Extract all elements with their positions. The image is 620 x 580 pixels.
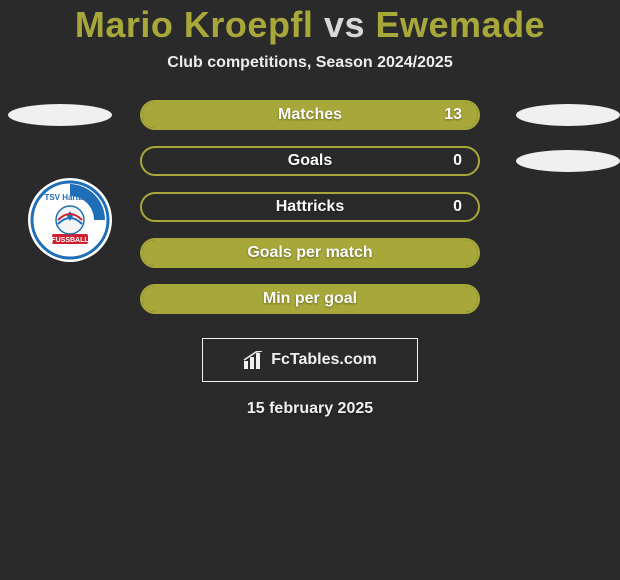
stat-label: Min per goal bbox=[140, 284, 480, 314]
stat-row: Min per goal bbox=[0, 284, 620, 330]
svg-text:FUSSBALL: FUSSBALL bbox=[51, 237, 89, 244]
subtitle: Club competitions, Season 2024/2025 bbox=[0, 54, 620, 72]
stat-value-right: 13 bbox=[140, 100, 480, 130]
page-title: Mario Kroepfl vs Ewemade bbox=[0, 4, 620, 46]
title-vs: vs bbox=[324, 4, 365, 45]
club-badge-icon: TSV Hartberg FUSSBALL bbox=[28, 178, 112, 262]
date-line: 15 february 2025 bbox=[0, 400, 620, 418]
club-badge: TSV Hartberg FUSSBALL bbox=[28, 178, 112, 262]
title-player1: Mario Kroepfl bbox=[75, 4, 314, 45]
bars-icon bbox=[243, 351, 265, 369]
player2-marker bbox=[516, 104, 620, 126]
title-player2: Ewemade bbox=[376, 4, 546, 45]
stat-value-right: 0 bbox=[140, 146, 480, 176]
player1-marker bbox=[8, 104, 112, 126]
watermark: FcTables.com bbox=[202, 338, 418, 382]
stat-value-right: 0 bbox=[140, 192, 480, 222]
svg-text:TSV Hartberg: TSV Hartberg bbox=[44, 193, 95, 202]
stat-label: Goals per match bbox=[140, 238, 480, 268]
stat-row: Matches13 bbox=[0, 100, 620, 146]
watermark-text: FcTables.com bbox=[271, 351, 377, 369]
player2-marker bbox=[516, 150, 620, 172]
